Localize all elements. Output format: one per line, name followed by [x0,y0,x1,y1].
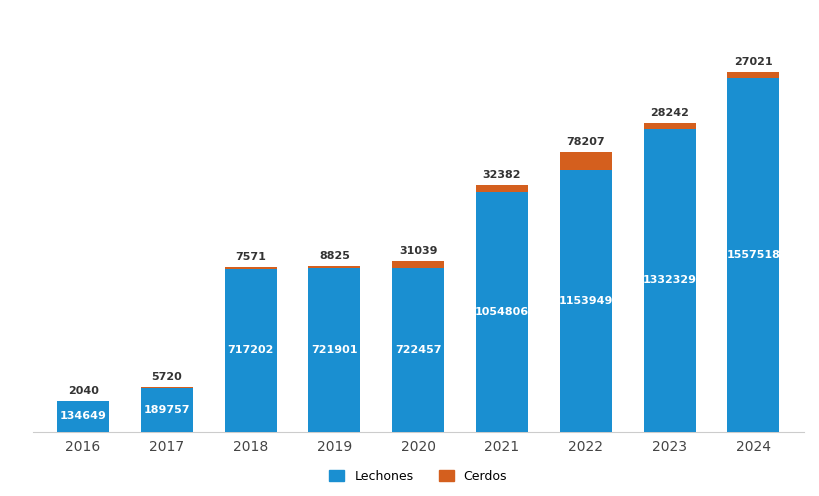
Text: 189757: 189757 [143,405,190,415]
Legend: Lechones, Cerdos: Lechones, Cerdos [323,463,513,489]
Text: 722457: 722457 [395,345,441,355]
Text: 27021: 27021 [733,58,771,67]
Bar [391,261,444,268]
Text: 1557518: 1557518 [726,250,780,260]
Text: 1153949: 1153949 [558,296,613,306]
Bar [726,72,778,78]
Text: 3: 3 [560,298,610,367]
Bar [57,401,109,432]
Text: 3: 3 [477,306,527,375]
Text: 3: 3 [727,263,777,332]
Text: 28242: 28242 [649,108,688,118]
Bar [476,192,527,432]
Bar [224,267,276,269]
Text: 32382: 32382 [482,170,521,180]
Bar [559,152,611,170]
Text: 78207: 78207 [566,137,604,147]
Bar [476,185,527,192]
Bar [391,268,444,432]
Bar [224,269,276,432]
Bar [141,387,192,388]
Text: 134649: 134649 [60,411,106,421]
Text: 3: 3 [225,335,275,404]
Bar [643,129,695,432]
Bar [308,268,360,432]
Text: 3: 3 [309,335,359,404]
Text: 8825: 8825 [319,251,350,261]
Text: 2040: 2040 [67,386,98,396]
Text: 7571: 7571 [235,252,265,262]
Text: 721901: 721901 [310,345,357,355]
Text: 3: 3 [392,335,443,404]
Text: 717202: 717202 [227,345,274,355]
Bar [643,123,695,129]
Text: 3: 3 [644,282,694,351]
Text: 31039: 31039 [399,246,437,256]
Text: 1332329: 1332329 [642,275,695,286]
Bar [308,266,360,268]
Text: 5720: 5720 [152,372,182,382]
Bar [726,78,778,432]
Bar [559,170,611,432]
Bar [141,388,192,432]
Text: 1054806: 1054806 [474,307,528,317]
